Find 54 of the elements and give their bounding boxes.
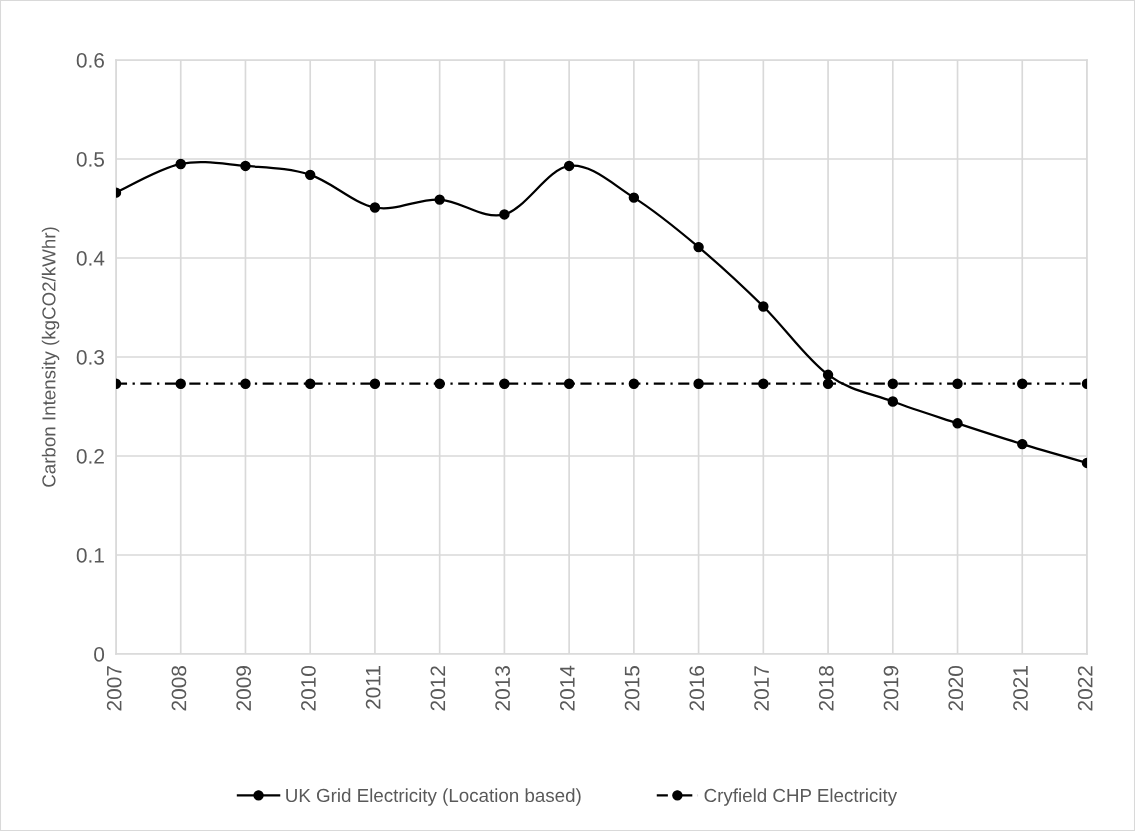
y-tick-label: 0.5 (76, 152, 105, 167)
point (369, 378, 381, 389)
point (434, 194, 445, 205)
x-tick-label: 2011 (365, 666, 381, 709)
y-tick-label: 0 (94, 647, 105, 662)
x-tick-label: 2007 (106, 666, 122, 711)
x-tick-label: 2022 (1077, 666, 1093, 711)
y-tick-label: 0.3 (76, 350, 104, 365)
legend-label: UK Grid Electricity (Location based) (286, 788, 581, 806)
y-tick-label: 0.2 (76, 449, 104, 464)
point (499, 378, 510, 389)
point (887, 396, 899, 407)
x-tick-label: 2013 (495, 666, 510, 711)
x-tick-label: 2015 (624, 665, 640, 711)
y-axis-title: Carbon Intensity (kgCO2/kWhr) (41, 227, 60, 487)
point (175, 158, 186, 170)
x-tick-label: 2021 (1013, 666, 1028, 711)
x-tick-label: 2012 (430, 666, 446, 711)
x-tick-label: 2008 (171, 666, 187, 711)
x-tick-label: 2017 (754, 666, 769, 711)
point (822, 369, 834, 381)
point (369, 202, 381, 213)
point (822, 378, 834, 389)
point (693, 241, 704, 253)
x-tick-label: 2010 (301, 665, 316, 711)
point (563, 378, 575, 389)
point (952, 378, 963, 389)
point (304, 169, 316, 181)
legend-label: Cryfield CHP Electricity (704, 788, 898, 806)
point (240, 378, 251, 389)
point (628, 192, 640, 203)
x-tick-label: 2020 (948, 665, 964, 711)
point (1017, 378, 1028, 389)
point (693, 378, 704, 389)
y-tick-label: 0.4 (76, 251, 105, 266)
point (175, 378, 186, 389)
point (758, 301, 769, 312)
point (304, 378, 316, 389)
x-tick-label: 2016 (689, 666, 705, 711)
y-tick-label: 0.6 (76, 53, 104, 68)
point (887, 378, 899, 389)
point (758, 378, 769, 389)
x-tick-label: 2009 (236, 666, 252, 711)
point (952, 418, 963, 429)
x-tick-label: 2019 (883, 666, 899, 711)
point (240, 160, 251, 172)
point (628, 378, 640, 389)
x-tick-label: 2018 (818, 666, 834, 711)
y-tick-label: 0.1 (76, 548, 104, 563)
x-tick-label: 2014 (559, 665, 575, 711)
point (563, 160, 575, 172)
point (434, 378, 445, 389)
point (499, 209, 510, 220)
point (1017, 438, 1028, 450)
